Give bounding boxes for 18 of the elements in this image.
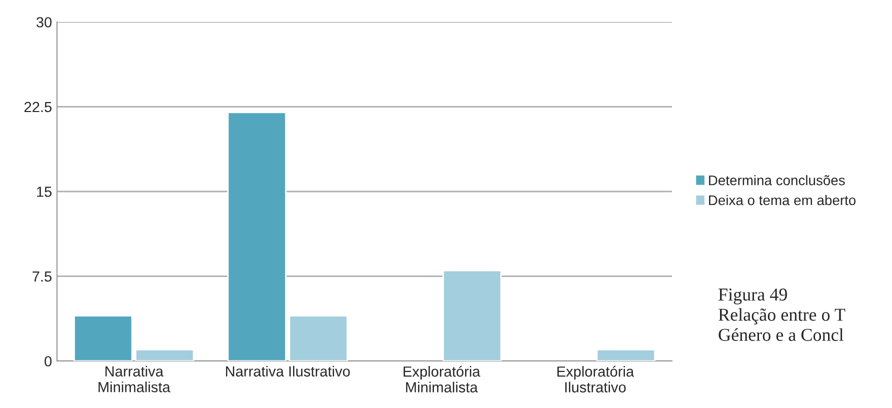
x-tick-label: Narrativa Ilustrativo <box>226 366 350 377</box>
x-tick-label: Exploratória Minimalista <box>404 366 480 392</box>
legend-label: Deixa o tema em aberto <box>709 194 856 206</box>
bar <box>135 349 194 361</box>
y-tick-label: 30 <box>36 17 52 28</box>
x-tick-label: Exploratória Ilustrativo <box>557 366 634 392</box>
y-tick-label: 15 <box>37 186 52 197</box>
bar <box>74 315 133 361</box>
y-tick-label: 0 <box>44 356 52 366</box>
y-tick-label: 22.5 <box>24 102 52 112</box>
x-tick-label: Narrativa Minimalista <box>98 366 170 392</box>
bar <box>442 270 502 361</box>
text: Figura 49 Relação entre o T Género e a Concl <box>718 288 846 341</box>
bar <box>227 112 286 361</box>
legend-label: Determina conclusões <box>709 175 845 186</box>
y-tick-label: 7.5 <box>32 272 52 282</box>
bar <box>288 315 348 361</box>
bar <box>596 349 656 361</box>
